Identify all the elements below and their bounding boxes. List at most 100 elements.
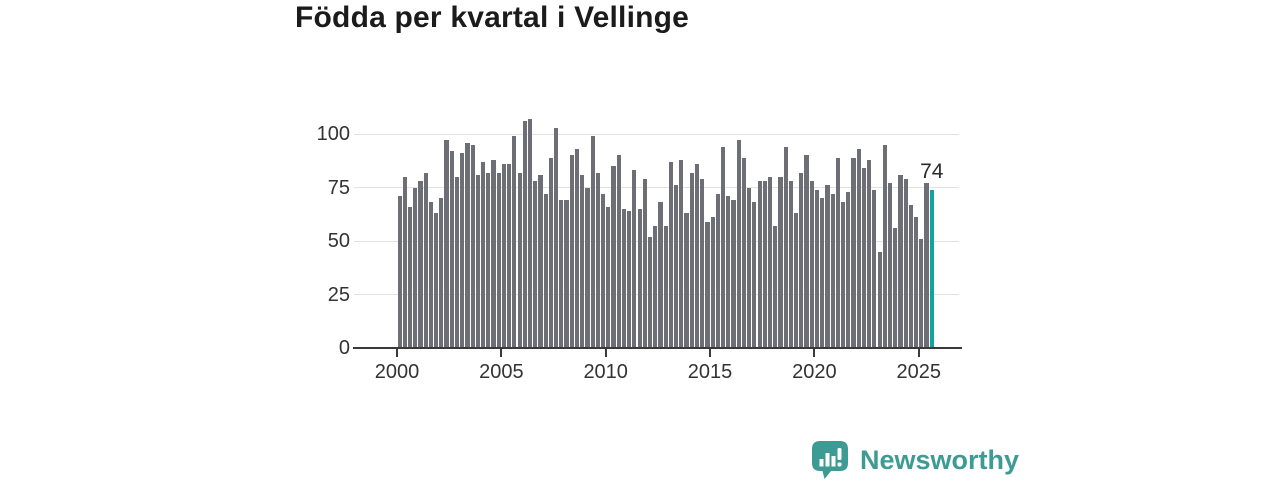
bar <box>851 157 856 348</box>
bar <box>470 144 475 348</box>
bar <box>480 161 486 348</box>
bar <box>908 204 913 348</box>
bar <box>616 155 621 348</box>
bar <box>705 221 710 348</box>
bar <box>533 181 538 348</box>
bar <box>580 174 585 348</box>
bar <box>512 136 517 348</box>
bar <box>423 172 428 348</box>
bar <box>773 226 778 348</box>
bar <box>658 202 663 348</box>
bar <box>522 121 527 348</box>
y-axis-tick-label: 25 <box>327 283 350 306</box>
bar <box>428 202 433 348</box>
bar <box>861 168 867 348</box>
bar <box>814 189 820 348</box>
x-axis-tick <box>500 349 503 357</box>
bar <box>460 153 465 348</box>
bar <box>496 172 501 348</box>
bar <box>407 206 413 348</box>
bar <box>595 172 600 348</box>
bar <box>465 142 470 348</box>
bar <box>856 148 861 348</box>
bar <box>434 213 439 348</box>
bar <box>507 163 512 348</box>
bar <box>914 217 919 348</box>
gridline-y-100 <box>354 133 959 135</box>
bar <box>835 157 840 348</box>
bar <box>846 191 851 348</box>
y-axis-tick-label: 75 <box>327 176 350 199</box>
bar <box>668 161 673 348</box>
bar <box>600 193 606 348</box>
bar <box>611 166 616 348</box>
bar <box>538 174 543 348</box>
bar <box>898 174 903 348</box>
bar <box>804 155 809 348</box>
highlighted-bar <box>929 189 934 348</box>
bar <box>475 174 480 348</box>
newsworthy-logo[interactable]: Newsworthy <box>811 440 1019 480</box>
bar <box>893 228 898 348</box>
bar <box>679 159 684 348</box>
bar <box>454 176 460 348</box>
x-axis-tick-label: 2000 <box>374 361 420 383</box>
bar <box>486 172 491 348</box>
newsworthy-logo-icon <box>811 440 851 480</box>
bar <box>788 181 793 348</box>
y-axis-tick-label: 0 <box>338 337 350 359</box>
bar <box>903 178 908 348</box>
bar <box>501 163 507 348</box>
bar <box>799 172 804 348</box>
x-axis-tick <box>604 349 607 357</box>
x-axis-tick-label: 2020 <box>792 361 837 383</box>
bar <box>627 211 632 348</box>
bar <box>621 208 627 348</box>
bar <box>867 159 872 348</box>
bar <box>747 187 752 348</box>
bar <box>783 146 788 348</box>
bar <box>919 238 924 348</box>
x-axis-tick-label: 2025 <box>896 361 942 383</box>
bar <box>736 140 741 348</box>
bar <box>559 200 564 348</box>
bar <box>882 144 887 348</box>
bar <box>694 163 700 348</box>
bar <box>767 176 773 348</box>
bar <box>726 196 731 348</box>
bar <box>809 181 814 348</box>
bar <box>606 206 611 348</box>
x-axis-tick-label: 2005 <box>479 361 524 383</box>
bar <box>710 217 715 348</box>
bar <box>887 183 893 348</box>
bar <box>663 226 668 348</box>
bar <box>418 181 423 348</box>
bar <box>741 157 747 348</box>
highlighted-bar-value-label: 74 <box>920 159 944 183</box>
bar <box>752 202 757 348</box>
bar <box>517 172 522 348</box>
bar <box>684 213 689 348</box>
bar <box>731 200 736 348</box>
bar <box>413 187 418 348</box>
bar <box>762 181 767 348</box>
gridline-y-75 <box>354 187 959 188</box>
bar <box>924 183 929 348</box>
newsworthy-logo-text: Newsworthy <box>860 445 1020 475</box>
y-axis-tick-label: 100 <box>316 123 350 145</box>
bar <box>877 251 882 348</box>
bar <box>720 146 726 348</box>
bar <box>715 193 720 348</box>
bar <box>653 226 658 348</box>
bar <box>397 196 402 348</box>
bar <box>642 178 647 348</box>
bar <box>872 189 877 348</box>
bar <box>449 151 454 348</box>
bar <box>778 176 783 348</box>
bar <box>820 198 825 348</box>
bar <box>632 170 637 348</box>
bar <box>564 200 569 348</box>
x-axis-tick <box>917 349 920 357</box>
x-axis-line <box>353 347 962 349</box>
